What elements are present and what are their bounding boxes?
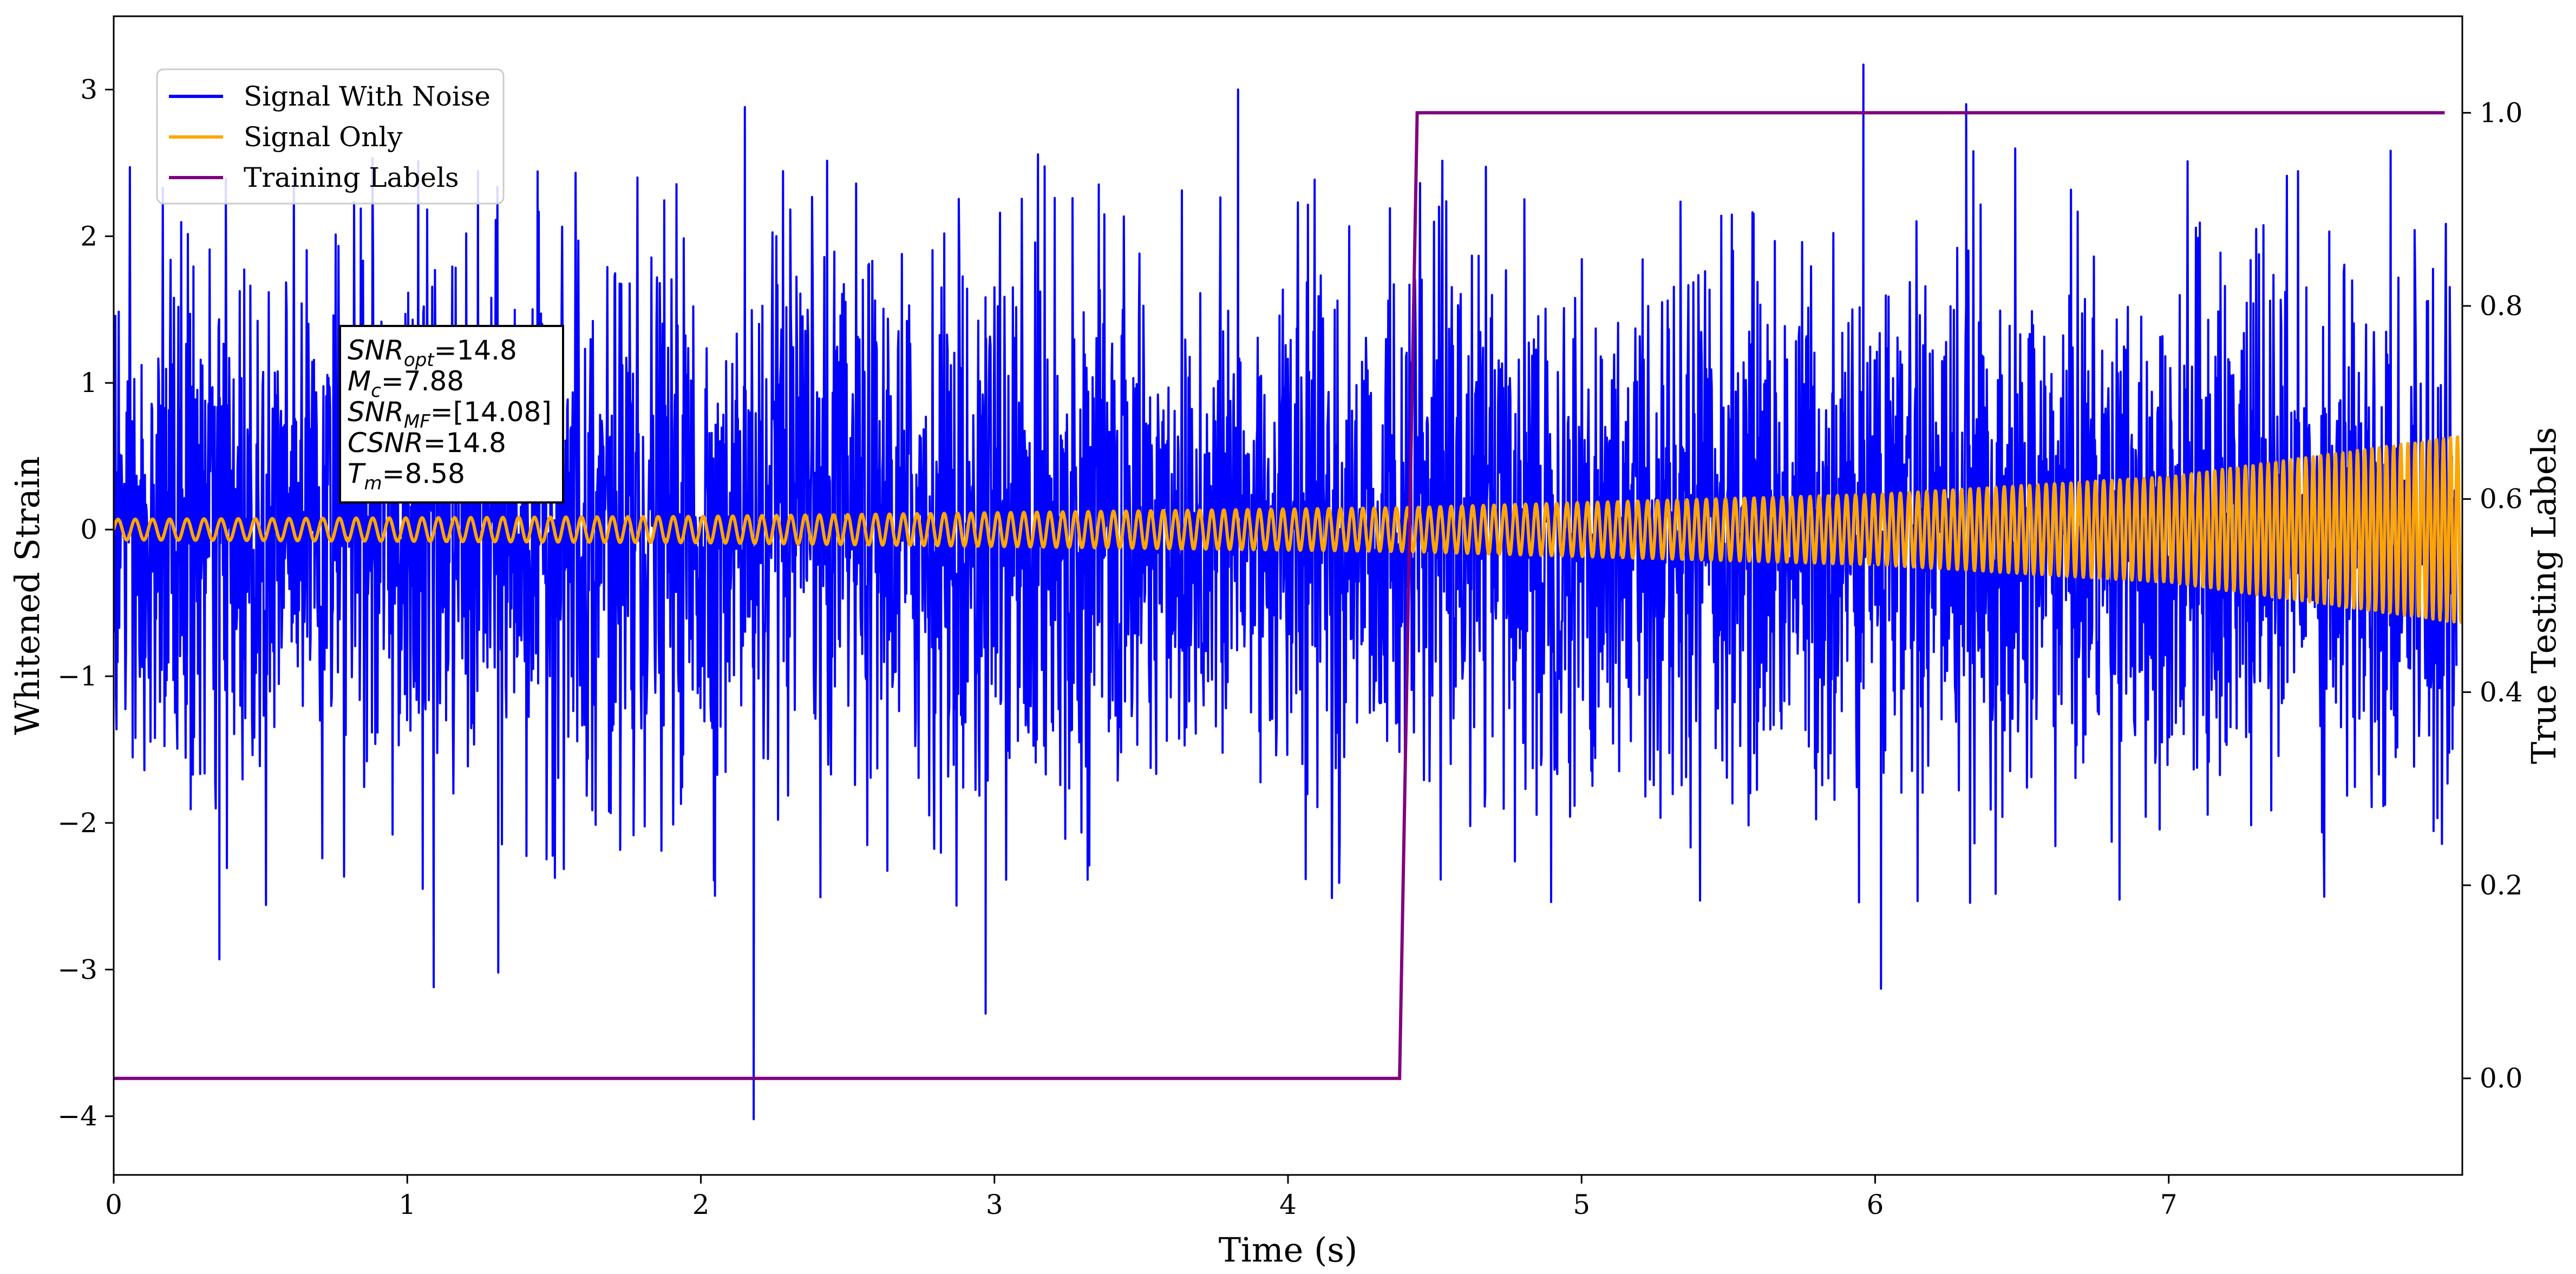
- annotation-line: SNRMF=[14.08]: [348, 396, 552, 433]
- annotation-symbol: CSNR: [348, 427, 423, 459]
- y-tick-label: −2: [57, 807, 97, 839]
- y2-axis-label: True Testing Labels: [2524, 427, 2564, 765]
- y-tick-label: 0: [80, 514, 97, 545]
- annotation-line: Tm=8.58: [348, 458, 465, 494]
- x-tick-label: 7: [2160, 1189, 2178, 1220]
- legend-box: [156, 68, 505, 205]
- axes-layer: 0 1 2 3 4 5 6 7 −4 −3 −2 −1 0 1 2 3 0.0 0.2 0.4 0.6 0.8 1.0 Ti…: [8, 15, 2564, 1270]
- x-tick-label: 3: [986, 1189, 1003, 1220]
- x-tick-label: 2: [692, 1189, 710, 1220]
- y-tick-label: −3: [57, 954, 97, 985]
- annotation-subscript: MF: [404, 411, 430, 433]
- legend-label: Training Labels: [244, 162, 459, 193]
- y2-tick-label: 0.2: [2480, 870, 2523, 901]
- x-tick-label: 0: [105, 1189, 122, 1220]
- annotation-subscript: opt: [404, 349, 435, 371]
- annotation-symbol: M: [348, 365, 371, 397]
- annotation-symbol: T: [348, 458, 366, 489]
- annotation-box: SNRopt=14.8Mc=7.88SNRMF=[14.08]CSNR=14.8…: [339, 325, 564, 504]
- annotation-line: SNRopt=14.8: [348, 335, 517, 371]
- y2-tick-label: 0.8: [2480, 290, 2523, 322]
- legend-label: Signal With Noise: [244, 81, 491, 112]
- y-tick-label: −4: [57, 1101, 97, 1132]
- legend-label: Signal Only: [244, 121, 403, 153]
- annotation-value: =14.8: [423, 427, 506, 459]
- series-layer: [114, 63, 2462, 1121]
- annotation-value: =[14.08]: [430, 396, 552, 428]
- y2-tick-label: 0.6: [2480, 484, 2523, 515]
- y2-tick-label: 0.0: [2480, 1063, 2523, 1094]
- annotation-frame: [339, 325, 564, 504]
- series-signal-only: [114, 435, 2462, 624]
- legend: Signal With Noise Signal Only Training Lab…: [156, 68, 505, 205]
- x-tick-label: 1: [398, 1189, 416, 1220]
- y-tick-label: 1: [80, 367, 97, 398]
- y2-tick-label: 1.0: [2480, 97, 2523, 128]
- x-tick-label: 5: [1573, 1189, 1590, 1220]
- x-tick-label: 6: [1867, 1189, 1884, 1220]
- annotation-subscript: m: [364, 473, 382, 494]
- annotation-value: =7.88: [381, 365, 464, 397]
- annotation-value: =14.8: [434, 335, 517, 366]
- annotation-line: CSNR=14.8: [348, 427, 506, 459]
- y-tick-label: 2: [80, 220, 97, 252]
- annotation-subscript: c: [371, 380, 381, 402]
- y2-tick-label: 0.4: [2480, 676, 2523, 708]
- x-tick-label: 4: [1279, 1189, 1297, 1220]
- y-tick-label: −1: [57, 661, 97, 692]
- x-axis-label: Time (s): [1219, 1230, 1358, 1270]
- annotation-value: =8.58: [382, 458, 465, 489]
- annotation-symbol: SNR: [348, 335, 404, 366]
- annotation-line: Mc=7.88: [348, 365, 464, 402]
- y-tick-label: 3: [80, 74, 97, 105]
- series-training-labels: [114, 111, 2445, 1080]
- y-axis-label: Whitened Strain: [8, 456, 47, 735]
- annotation-symbol: SNR: [348, 396, 404, 428]
